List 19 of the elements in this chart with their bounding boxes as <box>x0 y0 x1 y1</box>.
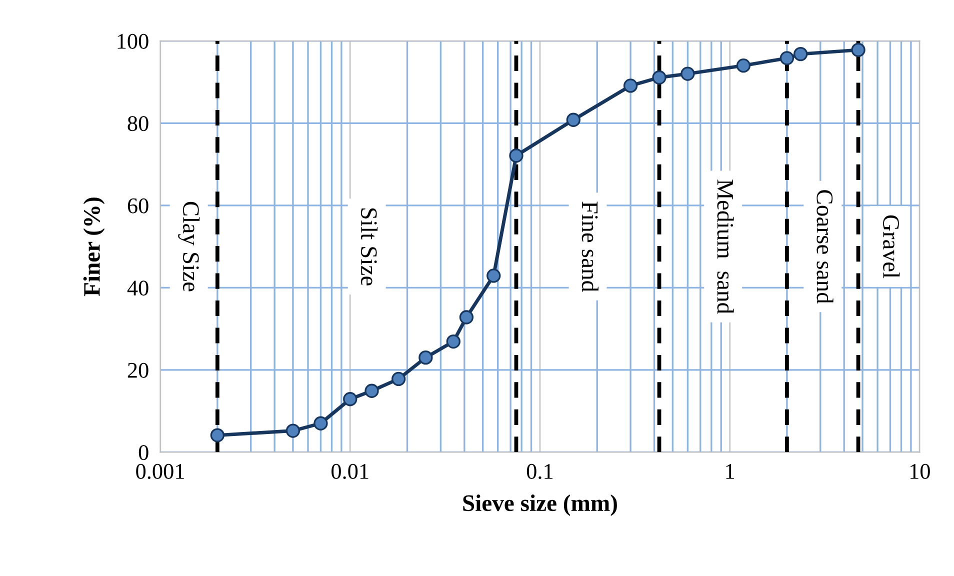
x-tick-label: 0.1 <box>526 464 553 480</box>
x-tick-label: 10 <box>910 464 930 479</box>
y-tick-label: 80 <box>128 116 148 132</box>
x-tick-label: 1 <box>726 464 734 479</box>
annotation: Medium sand <box>717 180 734 314</box>
annotation: Clay Size <box>178 202 200 292</box>
annotation: Silt Size <box>360 208 378 286</box>
y-tick-label: 20 <box>128 362 148 378</box>
y-tick-label: 60 <box>128 198 148 214</box>
y-tick-label: 0 <box>138 445 148 460</box>
x-tick-label: 0.001 <box>136 464 184 480</box>
x-tick-label: 0.01 <box>332 464 368 480</box>
y-tick-label: 100 <box>118 34 148 49</box>
annotation: Fine sand <box>582 202 598 292</box>
y-tick-label: 40 <box>127 280 148 296</box>
annotation: Coarse sand <box>816 190 834 304</box>
x-axis-title: Sieve size (mm) <box>463 494 617 516</box>
y-axis-title: Finer (%) <box>83 198 105 296</box>
annotation: Gravel <box>883 215 900 278</box>
